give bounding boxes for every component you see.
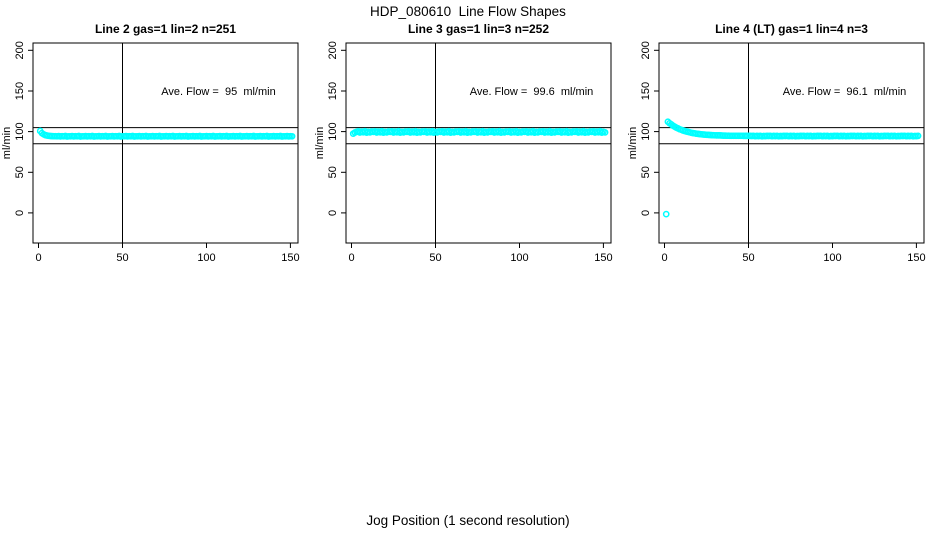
x-tick-label: 50: [742, 252, 754, 264]
x-tick-label: 50: [116, 252, 128, 264]
x-tick-label: 0: [348, 252, 354, 264]
x-tick-label: 50: [429, 252, 441, 264]
x-tick-label: 0: [661, 252, 667, 264]
data-point: [601, 129, 609, 136]
y-tick-label: 150: [640, 82, 652, 100]
y-tick-label: 100: [14, 122, 26, 140]
ave-flow-annotation: Ave. Flow = 99.6 ml/min: [469, 86, 594, 98]
panel-title: Line 3 gas=1 lin=3 n=252: [407, 22, 550, 36]
main-title: HDP_080610 Line Flow Shapes: [370, 4, 566, 19]
y-tick-label: 200: [640, 41, 652, 59]
y-tick-label: 0: [640, 210, 652, 216]
data-point: [662, 210, 670, 218]
y-tick-label: 100: [327, 122, 339, 140]
x-tick-label: 150: [281, 252, 299, 264]
y-tick-label: 50: [640, 166, 652, 178]
y-tick-label: 0: [14, 210, 26, 216]
flow-plot-line-4: 0 50 100 150 200 0 50 100 150: [640, 41, 926, 264]
x-tick-label: 100: [197, 252, 215, 264]
x-tick-label: 100: [510, 252, 528, 264]
plot-frame: [32, 42, 299, 244]
x-tick-label: 150: [907, 252, 925, 264]
panel-title: Line 4 (LT) gas=1 lin=4 n=3: [715, 22, 868, 36]
y-tick-label: 50: [327, 166, 339, 178]
panel-title: Line 2 gas=1 lin=2 n=251: [94, 22, 237, 36]
flow-plot-line-3: 0 50 100 150 200 0 50 100 150: [327, 41, 613, 264]
x-tick-label: 150: [594, 252, 612, 264]
y-tick-label: 150: [14, 82, 26, 100]
y-tick-label: 50: [14, 166, 26, 178]
y-tick-label: 200: [327, 41, 339, 59]
y-tick-label: 200: [14, 41, 26, 59]
y-tick-label: 100: [640, 122, 652, 140]
data-point: [914, 132, 922, 140]
y-tick-label: 0: [327, 210, 339, 216]
plot-frame: [345, 42, 612, 244]
plot-frame: [658, 42, 925, 244]
ave-flow-annotation: Ave. Flow = 95 ml/min: [161, 86, 276, 98]
x-tick-label: 0: [35, 252, 41, 264]
flow-plot-line-2: 0 50 100 150 200 0 50 100 150: [14, 41, 300, 264]
x-tick-label: 100: [823, 252, 841, 264]
ave-flow-annotation: Ave. Flow = 96.1 ml/min: [782, 86, 907, 98]
x-axis-label: Jog Position (1 second resolution): [366, 513, 570, 528]
data-point: [288, 132, 296, 140]
y-tick-label: 150: [327, 82, 339, 100]
